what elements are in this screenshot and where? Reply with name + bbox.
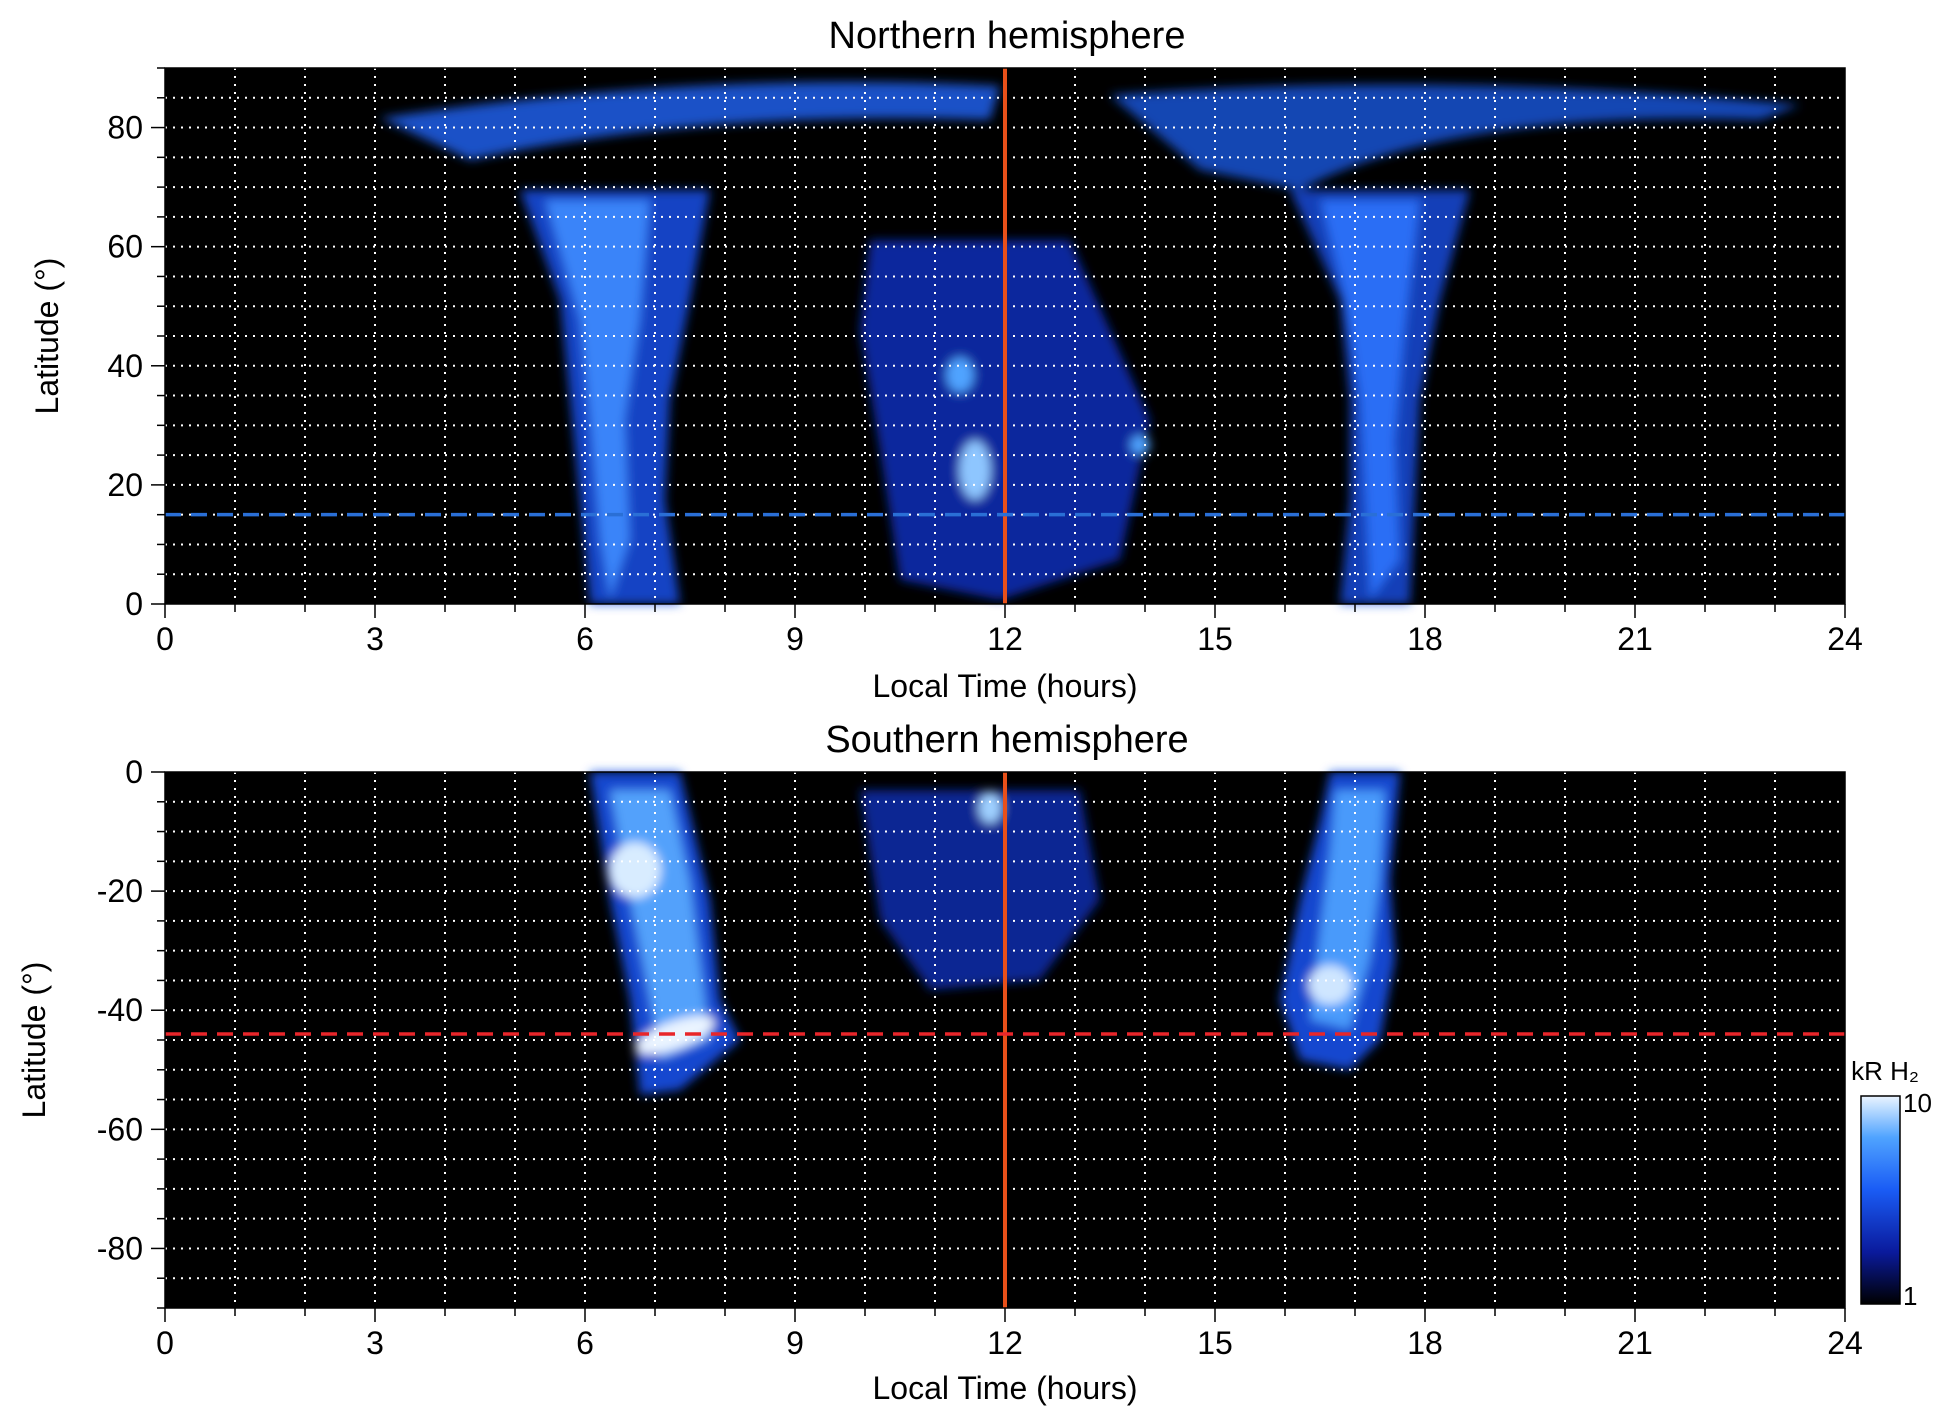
south-noon-bright — [978, 792, 1002, 824]
colorbar-tick-min: 1 — [1903, 1281, 1917, 1311]
south-title: Southern hemisphere — [825, 719, 1188, 761]
south-x-tick-label: 12 — [987, 1325, 1023, 1361]
south-x-tick-label: 9 — [786, 1325, 804, 1361]
south-y-tick-label: -20 — [97, 873, 143, 909]
south-x-tick-label: 18 — [1407, 1325, 1443, 1361]
north-ylabel: Latitude (°) — [29, 258, 65, 415]
south-x-tick-label: 21 — [1617, 1325, 1653, 1361]
north-y-tick-label: 0 — [125, 586, 143, 622]
colorbar-tick-max: 10 — [1903, 1088, 1932, 1118]
colorbar: kR H₂ 10 1 — [1851, 1056, 1932, 1311]
north-y-tick-label: 60 — [107, 229, 143, 265]
north-x-tick-label: 0 — [156, 621, 174, 657]
south-y-tick-label: 0 — [125, 754, 143, 790]
north-polar-arc-right — [1110, 84, 1800, 190]
north-x-tick-label: 12 — [987, 621, 1023, 657]
south-y-tick-label: -60 — [97, 1111, 143, 1147]
south-xlabel: Local Time (hours) — [873, 1370, 1138, 1406]
north-dusk-core — [1320, 200, 1420, 600]
south-x-tick-label: 3 — [366, 1325, 384, 1361]
north-axes: 0 3 6 9 12 15 18 21 24 0 20 40 60 80 — [107, 67, 1863, 657]
north-x-tick-label: 6 — [576, 621, 594, 657]
north-xlabel: Local Time (hours) — [873, 668, 1138, 704]
north-noon-bright-3 — [1130, 435, 1150, 455]
south-noon-patches — [860, 790, 1100, 990]
north-x-tick-label: 21 — [1617, 621, 1653, 657]
north-noon-bright-2 — [946, 357, 974, 393]
north-dawn-core — [545, 200, 650, 600]
south-x-tick-label: 15 — [1197, 1325, 1233, 1361]
north-x-tick-label: 24 — [1827, 621, 1863, 657]
north-polar-arc-left — [380, 82, 1000, 160]
south-ylabel: Latitude (°) — [16, 962, 52, 1119]
south-dawn-bright-1 — [609, 842, 661, 898]
south-axes: 0 3 6 9 12 15 18 21 24 0 -20 -40 -60 -80 — [97, 754, 1863, 1361]
north-reference-lines — [165, 68, 1845, 604]
north-x-tick-label: 3 — [366, 621, 384, 657]
north-y-tick-label: 40 — [107, 348, 143, 384]
south-reference-lines — [165, 772, 1845, 1308]
north-x-tick-label: 18 — [1407, 621, 1443, 657]
north-y-tick-label: 80 — [107, 110, 143, 146]
south-emission — [590, 772, 1400, 1095]
north-panel: Northern hemisphere 0 3 6 9 12 15 18 21 24 0 20 40 6… — [29, 15, 1863, 704]
north-noon-bright-1 — [959, 440, 991, 500]
south-dusk-bright — [1308, 965, 1352, 1005]
north-x-tick-label: 9 — [786, 621, 804, 657]
south-y-tick-label: -80 — [97, 1230, 143, 1266]
north-y-tick-label: 20 — [107, 467, 143, 503]
colorbar-gradient — [1860, 1095, 1901, 1305]
south-x-tick-label: 0 — [156, 1325, 174, 1361]
north-title: Northern hemisphere — [829, 15, 1186, 57]
south-x-tick-label: 24 — [1827, 1325, 1863, 1361]
north-x-tick-label: 15 — [1197, 621, 1233, 657]
south-x-tick-label: 6 — [576, 1325, 594, 1361]
south-panel: Southern hemisphere 0 3 6 9 12 15 18 21 24 0 -20 -4… — [16, 719, 1863, 1406]
south-y-tick-label: -40 — [97, 992, 143, 1028]
colorbar-label: kR H₂ — [1851, 1056, 1919, 1086]
